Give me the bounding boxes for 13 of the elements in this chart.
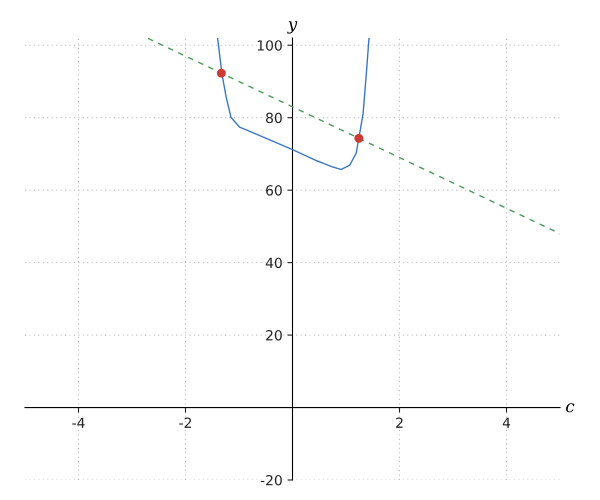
line-series — [216, 38, 370, 170]
y-tick-label: 40 — [266, 258, 282, 268]
y-tick-label: -20 — [260, 474, 282, 486]
y-tick-label: 60 — [266, 185, 282, 196]
y-axis-title: y — [287, 21, 298, 34]
x-tick-label: 4 — [502, 418, 510, 428]
x-tick-label: -4 — [72, 418, 85, 428]
x-axis-title: c — [566, 403, 574, 412]
x-tick-label: 2 — [396, 418, 403, 428]
y-tick-label: 80 — [266, 112, 282, 124]
y-tick-label: 100 — [258, 40, 282, 51]
y-tick-label: 20 — [266, 330, 282, 341]
x-tick-label: -2 — [179, 418, 192, 428]
